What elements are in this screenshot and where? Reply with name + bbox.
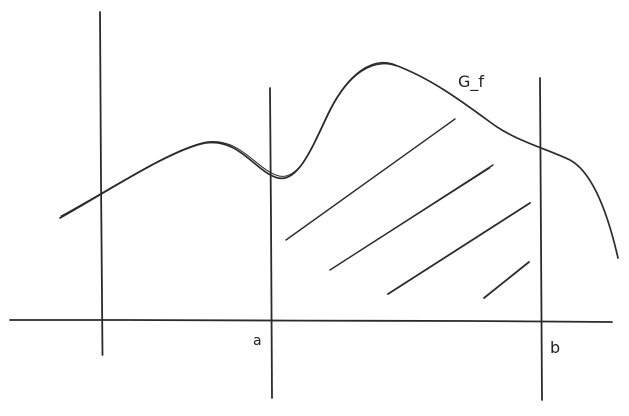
curve-label: G_f — [458, 72, 484, 92]
function-curve-overstroke — [60, 63, 397, 217]
hatch-line — [332, 167, 491, 269]
bound-line-a — [269, 87, 273, 399]
hatch-line — [285, 118, 456, 241]
hatch-line — [483, 261, 530, 299]
hatch-line — [387, 202, 531, 295]
function-curve — [59, 62, 619, 259]
x-axis-line — [9, 319, 613, 323]
point-a-label: a — [253, 333, 262, 349]
hatch-lines — [285, 118, 531, 299]
bound-line-b — [539, 77, 543, 401]
point-b-label: b — [550, 338, 560, 357]
y-axis-line — [99, 11, 104, 356]
